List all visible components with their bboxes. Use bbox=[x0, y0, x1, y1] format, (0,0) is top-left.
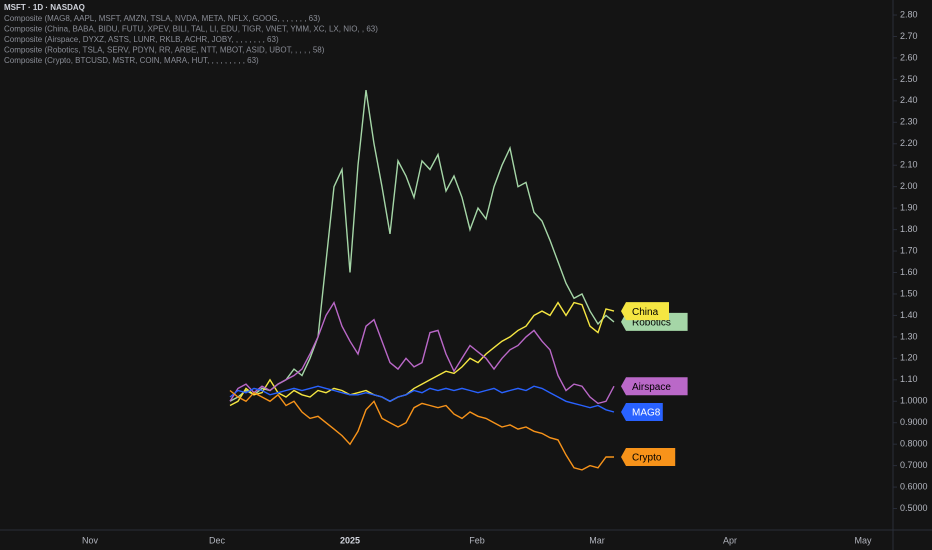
series-line bbox=[229, 301, 615, 407]
series-line bbox=[229, 89, 615, 402]
series-end-label: Crypto bbox=[621, 448, 676, 467]
x-tick-label: 2025 bbox=[340, 535, 360, 545]
end-label-box bbox=[621, 377, 688, 396]
y-tick-label: 0.5000 bbox=[900, 503, 928, 513]
y-tick-label: 2.40 bbox=[900, 95, 918, 105]
x-tick-label: May bbox=[854, 535, 872, 545]
chart-title: MSFT · 1D · NASDAQ bbox=[4, 3, 85, 12]
legend-line: Composite (Robotics, TSLA, SERV, PDYN, R… bbox=[4, 46, 325, 55]
legend-entry: Crypto bbox=[632, 453, 662, 464]
legend-entry: Robotics bbox=[632, 318, 671, 329]
end-label-box bbox=[621, 402, 663, 421]
series-end-label: Airspace bbox=[621, 377, 688, 396]
y-tick-label: 1.40 bbox=[900, 310, 918, 320]
legend-entry: China bbox=[632, 307, 659, 318]
y-tick-label: 2.60 bbox=[900, 52, 918, 62]
x-tick-label: Dec bbox=[209, 535, 226, 545]
x-tick-label: Mar bbox=[589, 535, 605, 545]
y-tick-label: 1.50 bbox=[900, 288, 918, 298]
y-tick-label: 1.60 bbox=[900, 267, 918, 277]
series-end-label: China bbox=[621, 302, 669, 321]
y-tick-label: 1.80 bbox=[900, 224, 918, 234]
end-label-box bbox=[621, 448, 676, 467]
legend-line: Composite (MAG8, AAPL, MSFT, AMZN, TSLA,… bbox=[4, 14, 321, 23]
y-tick-label: 2.80 bbox=[900, 9, 918, 19]
y-tick-label: 2.20 bbox=[900, 138, 918, 148]
y-tick-label: 1.90 bbox=[900, 203, 918, 213]
y-tick-label: 2.00 bbox=[900, 181, 918, 191]
series-end-label: MAG8 bbox=[621, 402, 663, 421]
y-tick-label: 2.50 bbox=[900, 74, 918, 84]
series-line bbox=[229, 300, 615, 405]
x-tick-label: Apr bbox=[723, 535, 737, 545]
end-label-box bbox=[621, 302, 669, 321]
x-tick-label: Feb bbox=[469, 535, 485, 545]
legend-line: Composite (Crypto, BTCUSD, MSTR, COIN, M… bbox=[4, 56, 259, 65]
x-tick-label: Nov bbox=[82, 535, 99, 545]
y-tick-label: 1.70 bbox=[900, 245, 918, 255]
legend-entry: MAG8 bbox=[632, 408, 661, 419]
y-tick-label: 1.20 bbox=[900, 353, 918, 363]
series-line bbox=[229, 389, 614, 471]
y-tick-label: 1.0000 bbox=[900, 396, 928, 406]
series-line bbox=[229, 385, 615, 413]
y-tick-label: 2.70 bbox=[900, 31, 918, 41]
y-tick-label: 1.10 bbox=[900, 374, 918, 384]
legend-line: Composite (Airspace, DYXZ, ASTS, LUNR, R… bbox=[4, 35, 279, 44]
y-tick-label: 0.9000 bbox=[900, 417, 928, 427]
y-tick-label: 2.10 bbox=[900, 160, 918, 170]
legend-line: Composite (China, BABA, BIDU, FUTU, XPEV… bbox=[4, 25, 378, 34]
legend-entry: Airspace bbox=[632, 382, 671, 393]
y-tick-label: 1.30 bbox=[900, 331, 918, 341]
y-tick-label: 2.30 bbox=[900, 117, 918, 127]
y-tick-label: 0.6000 bbox=[900, 481, 928, 491]
y-tick-label: 0.8000 bbox=[900, 439, 928, 449]
y-tick-label: 0.7000 bbox=[900, 460, 928, 470]
